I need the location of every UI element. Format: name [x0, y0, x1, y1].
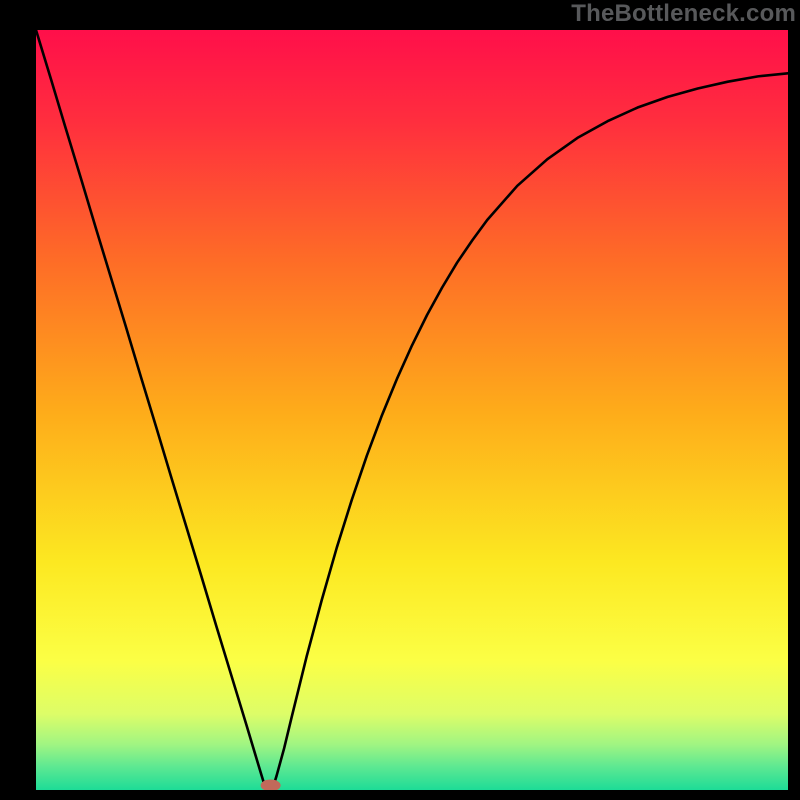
gradient-background: [36, 30, 788, 790]
chart-svg: [36, 30, 788, 790]
plot-area: [36, 30, 788, 790]
outer-frame: TheBottleneck.com: [0, 0, 800, 800]
watermark-text: TheBottleneck.com: [571, 0, 796, 28]
